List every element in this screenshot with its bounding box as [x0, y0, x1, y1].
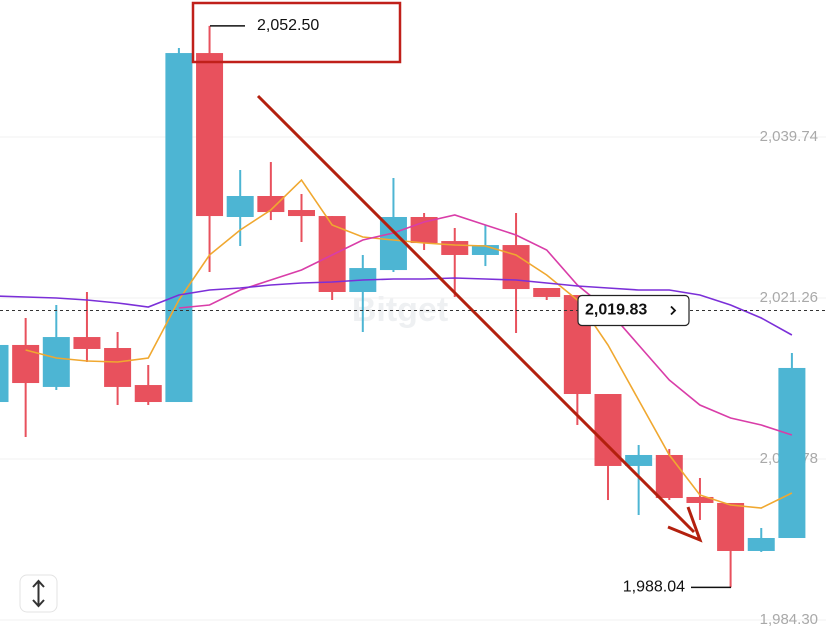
moving-average-line [0, 277, 793, 336]
candle-body [533, 287, 561, 297]
price-tag [577, 294, 690, 327]
price-tag-label: 2,019.83 [585, 302, 647, 319]
candle-body [717, 502, 745, 551]
candle-body [134, 385, 162, 403]
candle-body [12, 344, 40, 384]
y-tick-label: 2,021.26 [760, 289, 818, 306]
candle-body [0, 344, 9, 403]
candle-body [196, 53, 224, 217]
y-tick-label: 1,984.30 [760, 611, 818, 628]
annotation-label: 2,052.50 [257, 17, 319, 34]
candle-body [42, 337, 70, 387]
annotation-label: 1,988.04 [623, 579, 685, 596]
highlight-box [191, 1, 402, 64]
candle-body [104, 348, 132, 387]
candle-body [73, 337, 101, 349]
y-tick-label: 2,039.74 [760, 128, 818, 145]
trend-arrow [256, 94, 696, 534]
candle-body [747, 538, 775, 551]
candle-body [778, 367, 806, 539]
moving-average-line [178, 214, 793, 436]
candle-body [379, 216, 407, 271]
price-tag-chevron [670, 305, 677, 316]
arrow-head [667, 506, 703, 543]
candle-body [625, 454, 653, 466]
candle-body [686, 496, 714, 503]
candle-body [471, 245, 499, 255]
candle-body [165, 53, 193, 403]
candle-body [410, 216, 438, 244]
candle-body [441, 241, 469, 255]
expand-icon[interactable] [32, 579, 45, 608]
candle-body [226, 196, 254, 217]
expand-button[interactable] [19, 574, 58, 613]
moving-average-line [25, 178, 793, 509]
candle-body [257, 196, 285, 213]
candle-body [288, 210, 315, 217]
candle-body [655, 454, 683, 499]
